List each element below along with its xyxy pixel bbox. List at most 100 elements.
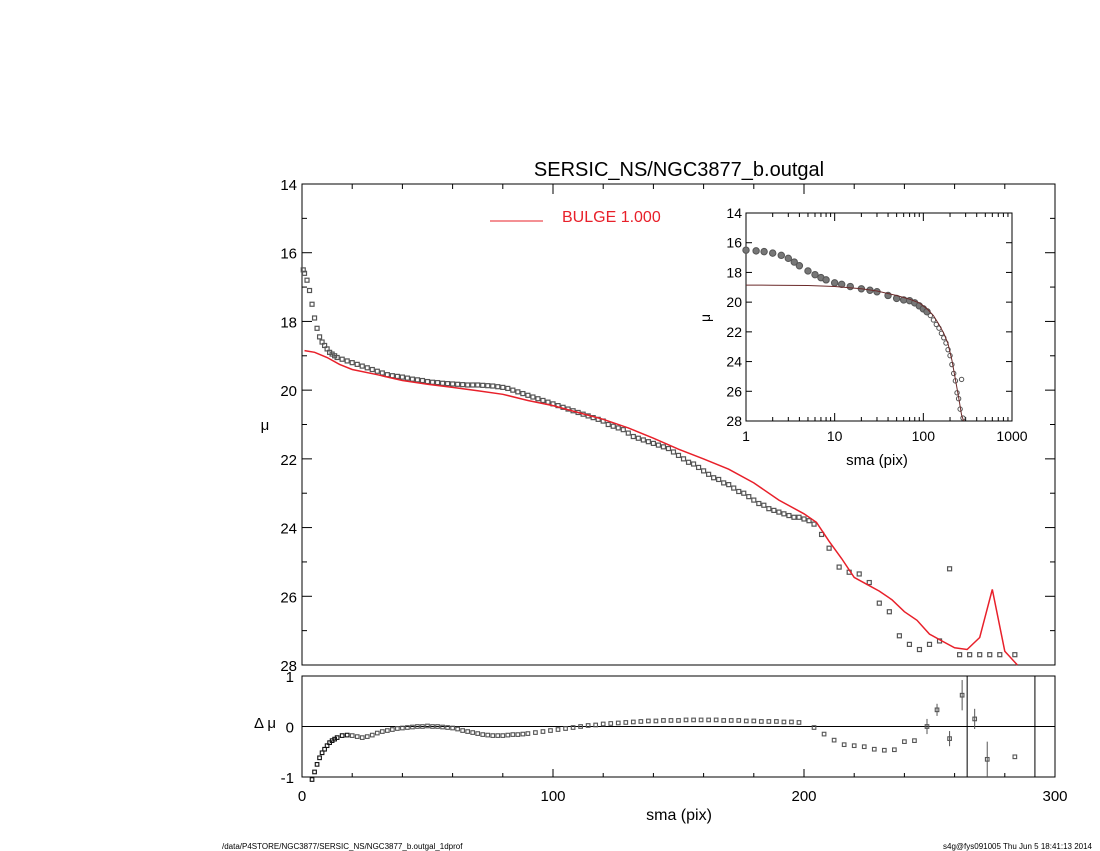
data-point bbox=[977, 652, 983, 658]
x-axis-label: sma (pix) bbox=[646, 807, 712, 824]
residual-point bbox=[668, 718, 674, 723]
data-point bbox=[786, 512, 792, 519]
residual-point bbox=[593, 722, 599, 728]
data-point bbox=[987, 652, 993, 658]
data-point bbox=[354, 361, 360, 367]
inset-x-axis-label: sma (pix) bbox=[846, 452, 908, 469]
data-point bbox=[946, 566, 953, 572]
x-tick-label: 200 bbox=[791, 788, 816, 805]
data-point bbox=[344, 358, 350, 364]
data-point bbox=[429, 379, 436, 385]
data-point bbox=[695, 464, 702, 471]
residual-point bbox=[415, 724, 420, 729]
y-tick-label: 24 bbox=[280, 521, 297, 538]
inset-data-point bbox=[958, 376, 965, 383]
residual-point bbox=[465, 729, 471, 734]
residual-point bbox=[425, 723, 430, 729]
data-point bbox=[1012, 652, 1018, 658]
residual-point bbox=[789, 719, 794, 725]
residual-point bbox=[691, 717, 696, 723]
data-point bbox=[916, 646, 923, 653]
residual-point bbox=[912, 738, 917, 743]
residual-point bbox=[706, 717, 711, 723]
residual-point bbox=[766, 719, 772, 724]
data-point bbox=[761, 502, 767, 508]
residual-point bbox=[379, 729, 385, 734]
data-point bbox=[434, 379, 441, 386]
footer-timestamp: s4g@fys091005 Thu Jun 5 18:41:13 2014 bbox=[943, 842, 1092, 851]
residual-point bbox=[354, 734, 360, 739]
y-tick-label: 20 bbox=[280, 383, 297, 400]
residual-point bbox=[515, 732, 521, 737]
data-point bbox=[475, 382, 481, 388]
data-point bbox=[886, 609, 892, 615]
x-tick-label: 300 bbox=[1042, 788, 1067, 805]
data-point bbox=[811, 521, 817, 527]
residual-point bbox=[450, 725, 455, 731]
residual-point bbox=[430, 724, 435, 729]
residual-point bbox=[470, 730, 476, 735]
data-point bbox=[535, 396, 541, 402]
data-point bbox=[495, 384, 501, 390]
data-point bbox=[605, 421, 611, 428]
residual-y-tick-label: 1 bbox=[286, 669, 294, 686]
residual-point bbox=[322, 746, 327, 752]
data-point bbox=[540, 397, 546, 404]
residual-point bbox=[395, 726, 400, 731]
data-point bbox=[515, 389, 521, 395]
data-point bbox=[665, 445, 672, 452]
residual-point bbox=[736, 718, 742, 723]
inset-y-tick-label: 24 bbox=[726, 354, 742, 370]
data-point bbox=[399, 374, 405, 380]
inset-data-point bbox=[777, 251, 785, 260]
residual-point bbox=[781, 719, 787, 725]
residual-point bbox=[881, 747, 887, 753]
data-point bbox=[316, 334, 323, 340]
residual-point bbox=[555, 727, 561, 732]
residual-point bbox=[570, 725, 576, 730]
inset-y-axis-label: μ bbox=[697, 314, 713, 322]
chart-title: SERSIC_NS/NGC3877_b.outgal bbox=[534, 159, 824, 181]
inset-data-point bbox=[742, 246, 750, 254]
data-point bbox=[439, 380, 446, 386]
data-point bbox=[364, 365, 370, 371]
data-point bbox=[470, 382, 476, 388]
inset-data-point bbox=[811, 270, 819, 279]
data-point bbox=[465, 382, 471, 388]
residual-point bbox=[743, 718, 749, 724]
residual-point bbox=[384, 728, 390, 733]
residual-point bbox=[924, 724, 930, 729]
inset-x-tick-label: 100 bbox=[912, 428, 936, 444]
data-point bbox=[630, 433, 636, 440]
legend-label: BULGE 1.000 bbox=[562, 209, 661, 226]
data-point bbox=[826, 545, 832, 551]
data-point bbox=[414, 377, 421, 383]
residual-point bbox=[364, 734, 370, 739]
residual-y-axis-label: Δ μ bbox=[254, 715, 276, 732]
residual-point bbox=[653, 718, 659, 724]
inset-log-plot-panel: 14 16 18 20 22 24 26 281 10 100 1000 μ sma (pix) bbox=[697, 205, 1028, 469]
inset-x-tick-label: 1 bbox=[742, 428, 750, 444]
residual-point bbox=[410, 724, 415, 730]
residual-point bbox=[563, 726, 568, 731]
residual-point bbox=[638, 719, 644, 724]
residual-point bbox=[578, 724, 583, 729]
data-point bbox=[379, 370, 385, 376]
data-point bbox=[304, 277, 310, 283]
residual-point bbox=[334, 735, 340, 740]
residual-point bbox=[390, 727, 395, 732]
data-point bbox=[746, 494, 752, 500]
inset-x-tick-label: 1000 bbox=[996, 428, 1027, 444]
data-point bbox=[957, 652, 963, 658]
main-plot-panel: 14 16 18 20 22 24 26 28 μ BULGE 1.000 bbox=[261, 177, 1056, 675]
residual-point bbox=[510, 732, 516, 737]
residual-point bbox=[796, 720, 802, 725]
residual-point bbox=[475, 731, 481, 736]
residual-point bbox=[317, 755, 322, 761]
data-point bbox=[700, 468, 707, 474]
residual-point bbox=[630, 719, 636, 725]
data-point bbox=[500, 384, 506, 390]
data-point bbox=[896, 633, 902, 639]
data-point bbox=[450, 381, 456, 387]
